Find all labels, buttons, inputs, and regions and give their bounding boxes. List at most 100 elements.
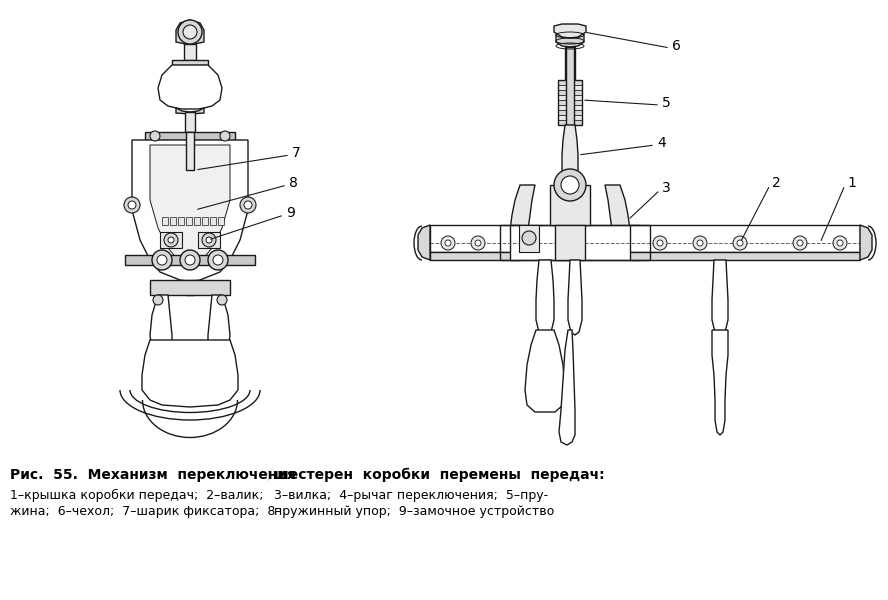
Polygon shape (860, 225, 872, 260)
Text: Рис.  55.  Механизм  переключения: Рис. 55. Механизм переключения (10, 468, 296, 482)
Circle shape (244, 201, 252, 209)
Circle shape (185, 255, 195, 265)
Circle shape (152, 250, 172, 270)
Polygon shape (555, 225, 585, 260)
Circle shape (157, 255, 167, 265)
Text: 6: 6 (672, 39, 681, 53)
Circle shape (554, 169, 586, 201)
Text: 3: 3 (662, 181, 670, 195)
Polygon shape (605, 185, 630, 250)
Polygon shape (558, 100, 582, 105)
Polygon shape (132, 140, 248, 281)
Polygon shape (568, 260, 582, 335)
Circle shape (733, 236, 747, 250)
Polygon shape (536, 260, 554, 335)
Text: 4: 4 (657, 136, 666, 150)
Circle shape (164, 233, 178, 247)
Polygon shape (184, 44, 196, 60)
Circle shape (202, 233, 216, 247)
Text: 9: 9 (286, 206, 295, 220)
Polygon shape (630, 225, 860, 252)
Text: 7: 7 (292, 146, 301, 160)
Polygon shape (208, 295, 230, 358)
Circle shape (561, 176, 579, 194)
Circle shape (793, 236, 807, 250)
Circle shape (737, 240, 743, 246)
Bar (519, 225, 539, 252)
Circle shape (693, 236, 707, 250)
Polygon shape (186, 132, 194, 170)
Polygon shape (430, 252, 520, 260)
Circle shape (445, 240, 451, 246)
Text: 2: 2 (772, 176, 781, 190)
Polygon shape (142, 340, 238, 407)
Polygon shape (558, 90, 582, 95)
Circle shape (653, 236, 667, 250)
Polygon shape (630, 252, 860, 260)
Circle shape (150, 131, 160, 141)
Circle shape (475, 240, 481, 246)
Text: 1–крышка коробки передач;  2–валик;: 1–крышка коробки передач; 2–валик; (10, 488, 264, 502)
Polygon shape (510, 225, 640, 260)
Bar (162, 217, 168, 225)
Circle shape (522, 231, 536, 245)
Polygon shape (558, 120, 582, 125)
Circle shape (471, 236, 485, 250)
Circle shape (128, 201, 136, 209)
Text: шестерен  коробки  перемены  передач:: шестерен коробки перемены передач: (274, 468, 605, 482)
Text: 1: 1 (847, 176, 856, 190)
Text: 3–вилка;  4–рычаг переключения;  5–пру-: 3–вилка; 4–рычаг переключения; 5–пру- (274, 488, 548, 502)
Polygon shape (566, 47, 574, 125)
Bar (198, 232, 220, 248)
Bar (218, 217, 224, 225)
Polygon shape (556, 28, 584, 47)
Polygon shape (150, 145, 230, 262)
Polygon shape (712, 260, 728, 335)
Polygon shape (185, 112, 195, 132)
Polygon shape (558, 95, 582, 100)
Polygon shape (712, 330, 728, 435)
Polygon shape (565, 47, 575, 80)
Text: 5: 5 (662, 96, 670, 110)
Polygon shape (562, 125, 578, 184)
Polygon shape (558, 85, 582, 90)
Polygon shape (554, 24, 586, 38)
Polygon shape (564, 200, 576, 232)
Circle shape (441, 236, 455, 250)
Polygon shape (550, 185, 590, 225)
Bar (500, 225, 650, 260)
Bar (170, 217, 176, 225)
Circle shape (213, 255, 223, 265)
Polygon shape (150, 295, 172, 358)
Polygon shape (158, 65, 222, 109)
Circle shape (837, 240, 843, 246)
Polygon shape (186, 280, 194, 295)
Polygon shape (418, 225, 430, 260)
Circle shape (124, 197, 140, 213)
Polygon shape (430, 225, 520, 252)
Polygon shape (145, 132, 235, 140)
Bar (160, 232, 182, 248)
Circle shape (206, 237, 212, 243)
Circle shape (208, 250, 228, 270)
Polygon shape (558, 110, 582, 115)
Bar (186, 217, 192, 225)
Circle shape (178, 20, 202, 44)
Polygon shape (172, 60, 208, 65)
Polygon shape (525, 330, 565, 412)
Circle shape (217, 295, 227, 305)
Bar (178, 217, 184, 225)
Circle shape (833, 236, 847, 250)
Circle shape (697, 240, 703, 246)
Circle shape (797, 240, 803, 246)
Polygon shape (558, 115, 582, 120)
Polygon shape (125, 255, 255, 265)
Circle shape (153, 295, 163, 305)
Polygon shape (510, 185, 535, 250)
Circle shape (240, 197, 256, 213)
Polygon shape (558, 80, 582, 85)
Polygon shape (176, 20, 204, 45)
Circle shape (183, 25, 197, 39)
Polygon shape (176, 108, 204, 114)
Circle shape (657, 240, 663, 246)
